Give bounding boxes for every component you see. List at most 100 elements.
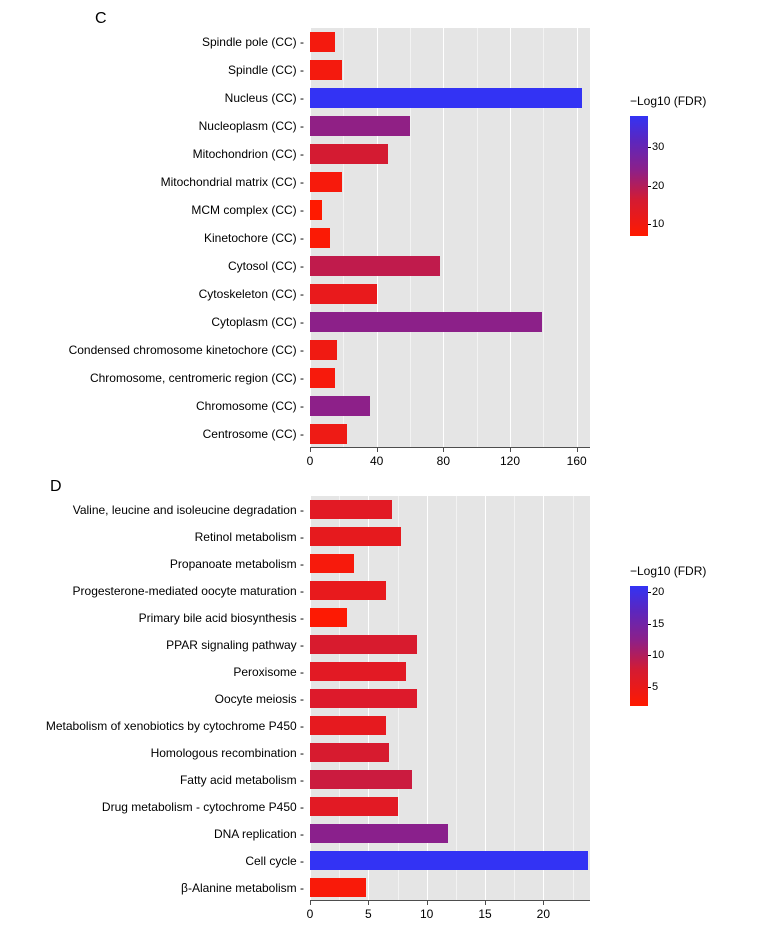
x-tick-label: 10 (407, 907, 447, 921)
x-tick-label: 40 (357, 454, 397, 468)
colorbar-tick-mark (648, 186, 651, 187)
colorbar-tick-mark (648, 687, 651, 688)
gridline-minor (514, 496, 515, 901)
colorbar-tick-label: 10 (652, 218, 664, 230)
colorbar-tick-mark (648, 224, 651, 225)
bar (310, 312, 542, 332)
colorbar-tick-label: 15 (652, 618, 664, 630)
x-tick-mark (577, 448, 578, 452)
y-label: Cytoplasm (CC) - (0, 312, 304, 332)
x-tick-label: 120 (490, 454, 530, 468)
y-label: Mitochondrial matrix (CC) - (0, 172, 304, 192)
bar (310, 340, 337, 360)
bar (310, 581, 386, 600)
y-label: Condensed chromosome kinetochore (CC) - (0, 340, 304, 360)
bar (310, 172, 342, 192)
y-label: Drug metabolism - cytochrome P450 - (0, 797, 304, 817)
colorbar-bar: 102030 (630, 116, 648, 236)
bar (310, 88, 582, 108)
bar (310, 200, 322, 220)
y-label: Spindle (CC) - (0, 60, 304, 80)
bar (310, 608, 347, 627)
plot-area (310, 28, 590, 448)
y-label: Homologous recombination - (0, 743, 304, 763)
y-label: Progesterone-mediated oocyte maturation … (0, 581, 304, 601)
panel-label: C (95, 10, 107, 28)
y-label: Propanoate metabolism - (0, 554, 304, 574)
y-label: Retinol metabolism - (0, 527, 304, 547)
y-label: Nucleoplasm (CC) - (0, 116, 304, 136)
bar (310, 116, 410, 136)
colorbar-legend: −Log10 (FDR)102030 (630, 94, 706, 236)
y-label: Chromosome, centromeric region (CC) - (0, 368, 304, 388)
bar (310, 851, 588, 870)
x-tick-mark (443, 448, 444, 452)
y-label: Primary bile acid biosynthesis - (0, 608, 304, 628)
colorbar-bar: 5101520 (630, 586, 648, 706)
bar (310, 689, 417, 708)
bar (310, 32, 335, 52)
bar (310, 824, 448, 843)
bar (310, 284, 377, 304)
x-tick-mark (427, 901, 428, 905)
x-tick-mark (485, 901, 486, 905)
bar (310, 228, 330, 248)
y-label: Kinetochore (CC) - (0, 228, 304, 248)
bar (310, 256, 440, 276)
x-tick-mark (377, 448, 378, 452)
bar (310, 716, 386, 735)
x-tick-mark (368, 901, 369, 905)
x-tick-mark (510, 448, 511, 452)
x-tick-mark (310, 901, 311, 905)
x-tick-mark (310, 448, 311, 452)
colorbar-tick-label: 5 (652, 681, 658, 693)
gridline-major (543, 496, 544, 901)
x-tick-label: 5 (348, 907, 388, 921)
x-axis-line (310, 447, 590, 448)
x-tick-label: 160 (557, 454, 597, 468)
colorbar-title: −Log10 (FDR) (630, 94, 706, 108)
y-label: Spindle pole (CC) - (0, 32, 304, 52)
y-label: Fatty acid metabolism - (0, 770, 304, 790)
y-label: Cell cycle - (0, 851, 304, 871)
y-label: Valine, leucine and isoleucine degradati… (0, 500, 304, 520)
colorbar-tick-mark (648, 655, 651, 656)
bar (310, 144, 388, 164)
x-tick-label: 15 (465, 907, 505, 921)
bar (310, 770, 412, 789)
colorbar-tick-label: 10 (652, 649, 664, 661)
bar (310, 743, 389, 762)
x-tick-label: 0 (290, 907, 330, 921)
bar (310, 662, 406, 681)
y-label: Peroxisome - (0, 662, 304, 682)
y-label: Oocyte meiosis - (0, 689, 304, 709)
bar (310, 878, 366, 897)
colorbar-tick-label: 30 (652, 141, 664, 153)
colorbar-tick-mark (648, 624, 651, 625)
y-label: Cytoskeleton (CC) - (0, 284, 304, 304)
gridline-major (485, 496, 486, 901)
bar (310, 396, 370, 416)
bar (310, 797, 398, 816)
panel-label: D (50, 478, 62, 496)
bar (310, 635, 417, 654)
y-label: Metabolism of xenobiotics by cytochrome … (0, 716, 304, 736)
figure: CSpindle pole (CC) -Spindle (CC) -Nucleu… (0, 0, 765, 929)
gridline-minor (573, 496, 574, 901)
colorbar-tick-label: 20 (652, 586, 664, 598)
colorbar-legend: −Log10 (FDR)5101520 (630, 564, 706, 706)
y-label: PPAR signaling pathway - (0, 635, 304, 655)
y-label: β-Alanine metabolism - (0, 878, 304, 898)
x-tick-mark (543, 901, 544, 905)
colorbar-tick-mark (648, 592, 651, 593)
plot-area (310, 496, 590, 901)
colorbar-tick-mark (648, 147, 651, 148)
x-tick-label: 0 (290, 454, 330, 468)
colorbar-title: −Log10 (FDR) (630, 564, 706, 578)
x-axis-line (310, 900, 590, 901)
colorbar-tick-label: 20 (652, 180, 664, 192)
x-tick-label: 20 (523, 907, 563, 921)
gridline-minor (456, 496, 457, 901)
y-label: MCM complex (CC) - (0, 200, 304, 220)
bar (310, 368, 335, 388)
